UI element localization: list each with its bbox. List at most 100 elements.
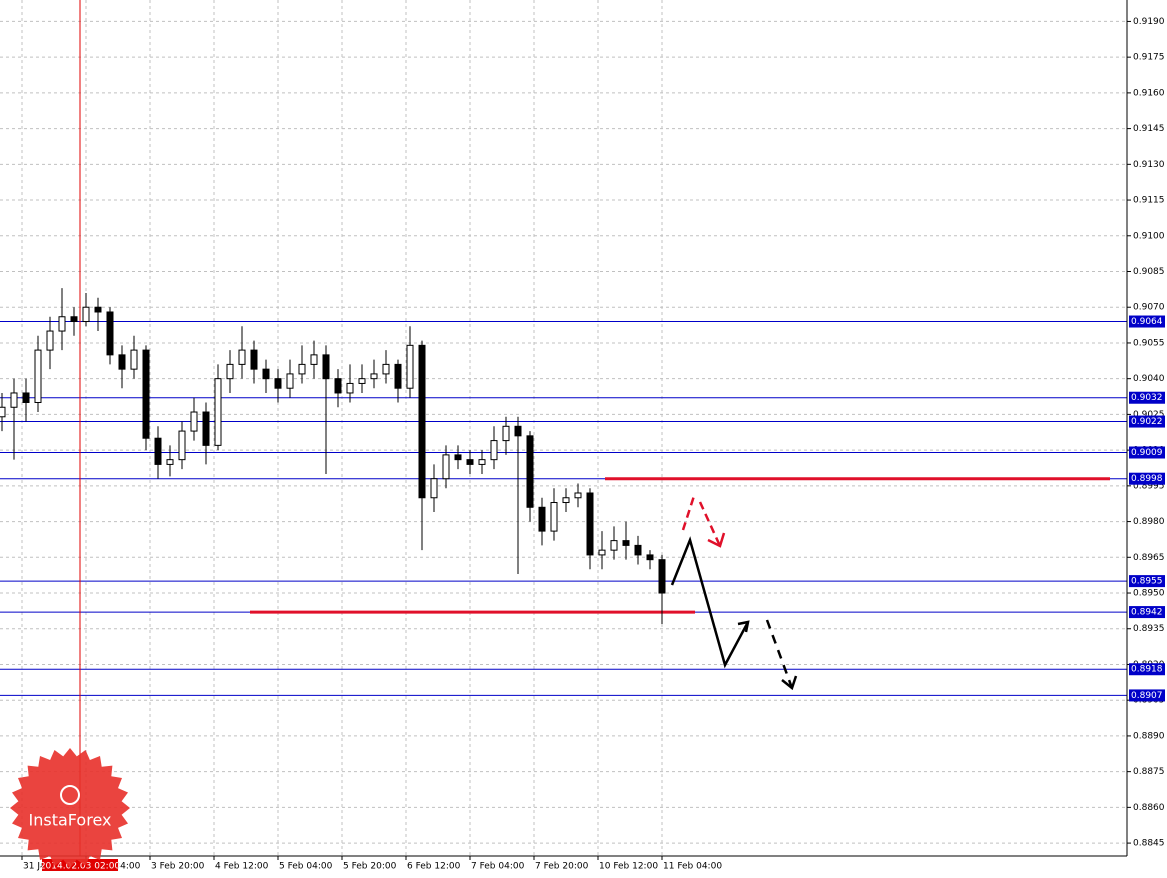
- grid: [0, 0, 1127, 855]
- x-tick-label: 4 Feb 12:00: [215, 862, 269, 872]
- y-tick-label: 0.9115: [1133, 196, 1165, 206]
- candle-body: [226, 363, 234, 380]
- levels: [0, 0, 1127, 856]
- y-tick-label: 0.8950: [1133, 589, 1165, 599]
- time-marker-box: [42, 859, 118, 871]
- x-tick-label: 11 Feb 04:00: [663, 862, 722, 872]
- candle-body: [154, 437, 162, 465]
- candle-body: [550, 502, 558, 532]
- level-label-box: [1129, 472, 1165, 485]
- arrow-head: [707, 532, 726, 548]
- candle-body: [502, 425, 510, 442]
- candle-body: [274, 378, 282, 389]
- candle-body: [322, 354, 330, 380]
- candle-body: [538, 506, 546, 532]
- candle-body: [298, 363, 306, 375]
- candle-body: [658, 559, 666, 594]
- y-tick-label: 0.9175: [1133, 53, 1165, 63]
- candle-body: [370, 373, 378, 380]
- candle-body: [334, 378, 342, 394]
- y-tick-label: 0.8860: [1133, 803, 1165, 813]
- candle-body: [22, 392, 30, 403]
- level-label: 0.8907: [1131, 691, 1163, 701]
- y-tick-label: 0.8845: [1133, 839, 1165, 849]
- y-tick-label: 0.8965: [1133, 553, 1165, 563]
- y-tick-label: 0.9040: [1133, 374, 1165, 384]
- y-tick-label: 0.8995: [1133, 481, 1165, 491]
- level-label: 0.8942: [1131, 608, 1163, 618]
- candle-body: [574, 492, 582, 499]
- candle-body: [106, 311, 114, 356]
- level-label: 0.9022: [1131, 417, 1163, 427]
- y-tick-label: 0.8890: [1133, 731, 1165, 741]
- candle-body: [562, 497, 570, 504]
- x-tick-label: 3 Feb 20:00: [151, 862, 205, 872]
- candle-body: [118, 354, 126, 370]
- forecast-path: [670, 536, 750, 669]
- candle-body: [238, 349, 246, 365]
- level-label: 0.8955: [1131, 577, 1163, 587]
- level-label: 0.9032: [1131, 393, 1163, 403]
- y-tick-label: 0.9070: [1133, 303, 1165, 313]
- level-label: 0.9009: [1131, 448, 1163, 458]
- x-tick-label: 6 Feb 12:00: [407, 862, 461, 872]
- candle-body: [310, 354, 318, 365]
- candle-body: [70, 316, 78, 323]
- level-label-box: [1129, 315, 1165, 328]
- alt-path: [681, 495, 696, 531]
- y-tick-label: 0.8875: [1133, 767, 1165, 777]
- candle-body: [262, 368, 270, 380]
- y-tick-label: 0.9055: [1133, 338, 1165, 348]
- candle-body: [382, 363, 390, 375]
- arrow-head: [781, 675, 798, 691]
- candles: [0, 288, 666, 624]
- y-tick-label: 0.9085: [1133, 267, 1165, 277]
- candle-body: [214, 378, 222, 446]
- candle-body: [454, 454, 462, 461]
- candle-body: [10, 392, 18, 408]
- candle-body: [286, 373, 294, 389]
- watermark-text: InstaForex: [29, 811, 112, 830]
- candle-body: [46, 330, 54, 351]
- level-label-box: [1129, 415, 1165, 428]
- x-tick-label: 5 Feb 04:00: [279, 862, 333, 872]
- candle-body: [622, 540, 630, 546]
- y-tick-label: 0.8935: [1133, 624, 1165, 634]
- x-tick-label: 7 Feb 20:00: [535, 862, 589, 872]
- candle-body: [610, 540, 618, 551]
- y-tick-label: 0.9100: [1133, 231, 1165, 241]
- candle-body: [130, 349, 138, 370]
- drawings: [670, 495, 798, 691]
- candle-body: [466, 459, 474, 465]
- x-tick-label: 7 Feb 04:00: [471, 862, 525, 872]
- candle-body: [166, 459, 174, 465]
- candle-body: [82, 306, 90, 323]
- candle-body: [142, 349, 150, 439]
- candle-body: [526, 435, 534, 508]
- candle-body: [202, 411, 210, 446]
- arrow-head: [737, 620, 750, 633]
- candle-body: [418, 344, 426, 499]
- y-tick-label: 0.9145: [1133, 124, 1165, 134]
- starburst: [10, 748, 130, 868]
- level-label: 0.8918: [1131, 665, 1163, 675]
- watermark: InstaForex: [10, 748, 130, 868]
- time-marker-label: 2014.02.03 02:00: [40, 862, 121, 872]
- level-label-box: [1129, 391, 1165, 404]
- candle-body: [250, 349, 258, 370]
- level-label-box: [1129, 575, 1165, 588]
- candle-body: [646, 554, 654, 561]
- y-tick-label: 0.9130: [1133, 160, 1165, 170]
- x-tick-label: 5 Feb 20:00: [343, 862, 397, 872]
- y-tick-label: 0.9190: [1133, 17, 1165, 27]
- candle-body: [358, 378, 366, 384]
- candle-body: [514, 425, 522, 437]
- x-tick-label: 10 Feb 12:00: [599, 862, 658, 872]
- level-label-box: [1129, 606, 1165, 619]
- logo-icon: [60, 785, 80, 805]
- candle-body: [430, 478, 438, 499]
- y-tick-label: 0.9025: [1133, 410, 1165, 420]
